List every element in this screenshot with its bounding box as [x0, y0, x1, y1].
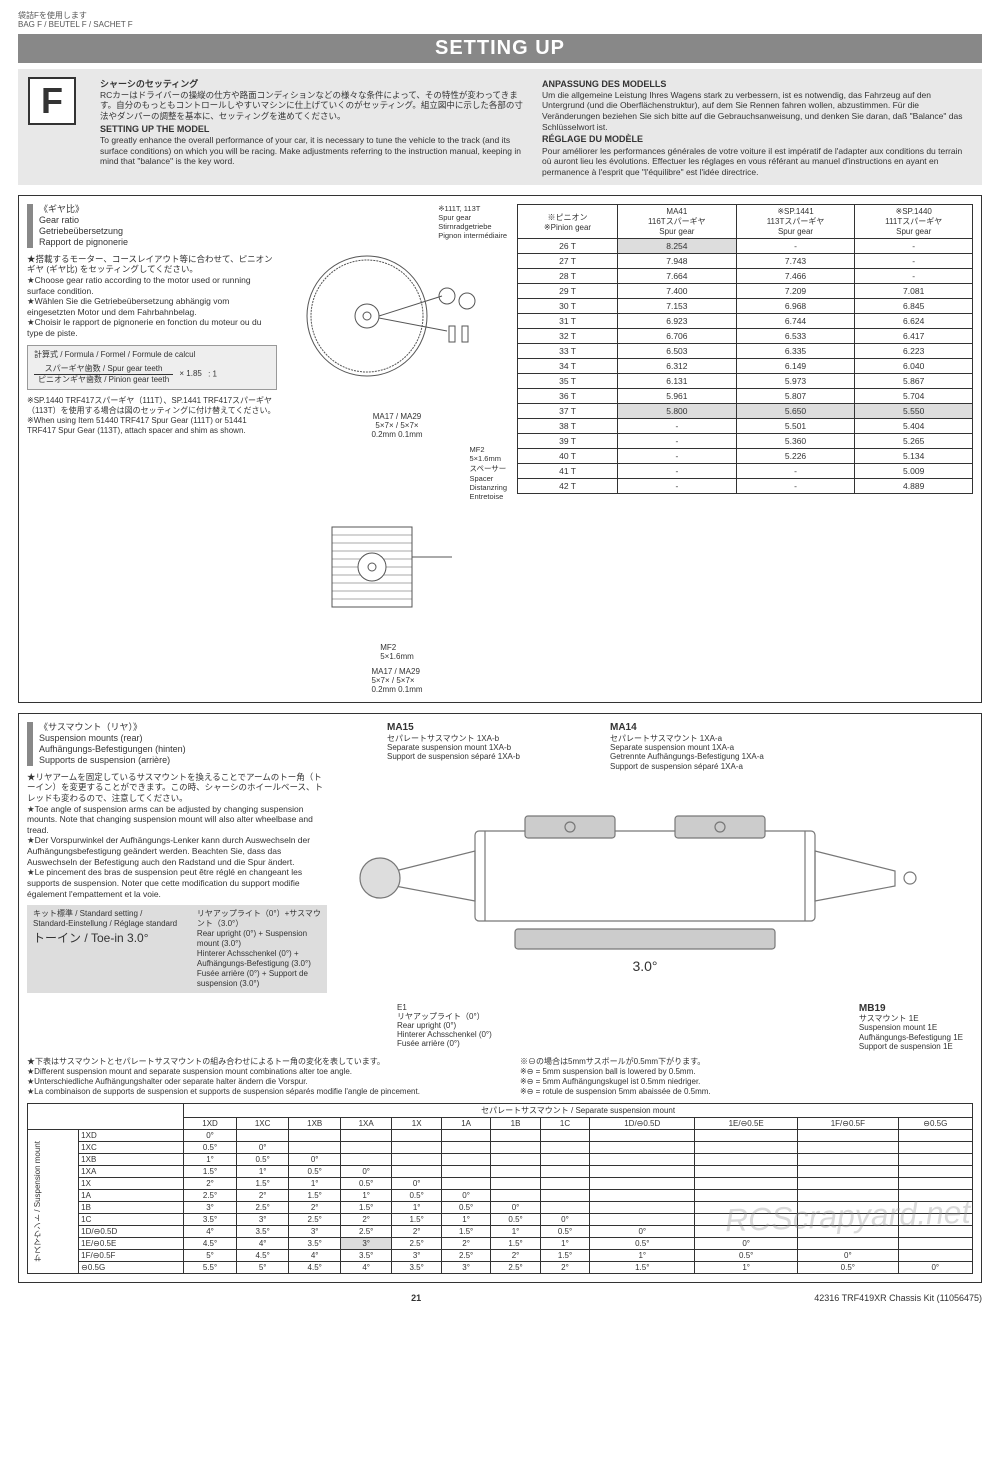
gear-heading: 《ギヤ比》 Gear ratio Getriebeübersetzung Rap… — [27, 204, 277, 247]
suspension-diagram: MA15セパレートサスマウント 1XA-b Separate suspensio… — [337, 722, 973, 1051]
gear-text-jp: ★搭載するモーター、コースレイアウト等に合わせて、ピニオンギヤ (ギヤ比) をセ… — [27, 254, 277, 275]
footer-right: 42316 TRF419XR Chassis Kit (11056475) — [814, 1293, 982, 1303]
gear-text-en: ★Choose gear ratio according to the moto… — [27, 275, 277, 296]
gear-section: 《ギヤ比》 Gear ratio Getriebeübersetzung Rap… — [18, 195, 982, 703]
intro-fr-body: Pour améliorer les performances générale… — [542, 146, 972, 178]
bag-en: BAG F / BEUTEL F / SACHET F — [18, 21, 133, 30]
bag-f-badge: F — [28, 77, 76, 125]
sp-note: ※SP.1440 TRF417スパーギヤ（111T）、SP.1441 TRF41… — [27, 396, 277, 436]
spur-gear-icon — [297, 246, 497, 406]
pulley-icon — [297, 507, 497, 637]
gear-diagram: ※111T, 113T Spur gear Stirnradgetriebe P… — [287, 204, 507, 694]
intro-jp-head: シャーシのセッティング — [100, 79, 530, 90]
separate-mount-table: セパレートサスマウント / Separate suspension mount1… — [27, 1103, 973, 1274]
standard-setting-box: キット標準 / Standard setting / Standard-Eins… — [27, 905, 327, 993]
intro-en-body: To greatly enhance the overall performan… — [100, 135, 530, 167]
intro-fr-head: RÉGLAGE DU MODÈLE — [542, 134, 972, 145]
susp-heading: 《サスマウント（リヤ）》 Suspension mounts (rear) Au… — [27, 722, 327, 765]
chassis-rear-icon: 3.0° — [337, 771, 973, 1001]
suspension-section: 《サスマウント（リヤ）》 Suspension mounts (rear) Au… — [18, 713, 982, 1283]
intro-en-head: SETTING UP THE MODEL — [100, 124, 530, 135]
page-number: 21 — [411, 1293, 421, 1303]
gear-text-de: ★Wählen Sie die Getriebeübersetzung abhä… — [27, 296, 277, 317]
intro-box: F シャーシのセッティング RCカーはドライバーの操縦の仕方や路面コンディション… — [18, 69, 982, 186]
formula-box: 計算式 / Formula / Formel / Formule de calc… — [27, 345, 277, 390]
intro-de-body: Um die allgemeine Leistung Ihres Wagens … — [542, 90, 972, 133]
svg-text:3.0°: 3.0° — [632, 958, 657, 974]
intro-jp-body: RCカーはドライバーの操縦の仕方や路面コンディションなどの様々な条件によって、そ… — [100, 90, 530, 122]
gear-ratio-table: ※ピニオン ※Pinion gearMA41 116Tスパーギヤ Spur ge… — [517, 204, 973, 694]
intro-de-head: ANPASSUNG DES MODELLS — [542, 79, 972, 90]
page-title: SETTING UP — [18, 34, 982, 63]
gear-text-fr: ★Choisir le rapport de pignonerie en fon… — [27, 317, 277, 338]
